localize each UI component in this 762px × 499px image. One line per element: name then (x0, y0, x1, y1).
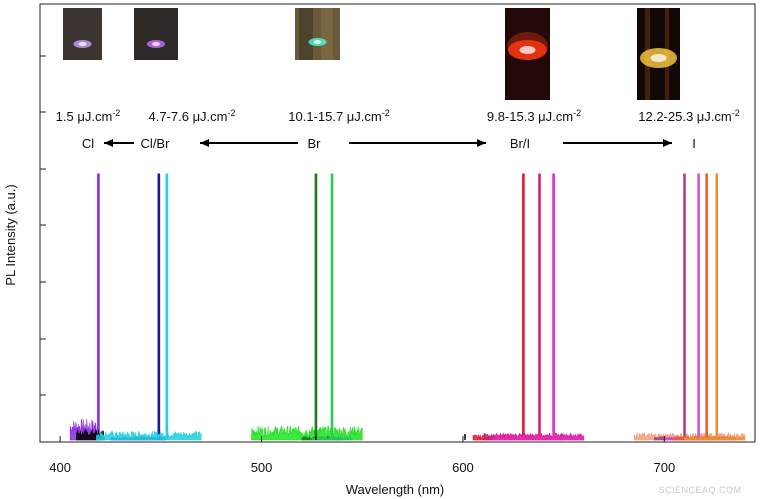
arrow (563, 139, 672, 147)
composition-label: Cl/Br (141, 136, 171, 151)
arrow (104, 139, 134, 147)
composition-label: Br (308, 136, 322, 151)
x-tick-label: 400 (49, 460, 71, 475)
plot-border (39, 3, 756, 443)
inset-image-3 (505, 8, 550, 100)
fluence-label: 9.8-15.3 μJ.cm-2 (487, 108, 581, 124)
composition-label: Br/I (510, 136, 530, 151)
series-4 (251, 424, 363, 441)
arrow-head (477, 139, 486, 147)
arrow-head (663, 139, 672, 147)
fluence-label: 1.5 μJ.cm-2 (56, 108, 121, 124)
noise-floor (251, 424, 363, 441)
noise-floor (492, 433, 585, 441)
x-axis-title: Wavelength (nm) (346, 482, 445, 497)
fluence-value: 12.2-25.3 μJ.cm (638, 109, 731, 124)
arrow (349, 139, 486, 147)
inset-background (63, 8, 102, 60)
fluence-exponent: -2 (732, 108, 740, 118)
fluence-exponent: -2 (228, 108, 236, 118)
noise-floor (96, 430, 202, 441)
x-tick-label: 600 (452, 460, 474, 475)
composition-label: Cl (82, 136, 94, 151)
fluence-exponent: -2 (382, 108, 390, 118)
fluence-exponent: -2 (573, 108, 581, 118)
plot-frame (39, 3, 756, 443)
fluence-value: 10.1-15.7 μJ.cm (288, 109, 381, 124)
arrow-head (104, 139, 113, 147)
series-3 (96, 173, 202, 441)
spectra-series (69, 173, 746, 441)
series-7 (472, 173, 564, 441)
composition-label: I (692, 136, 696, 151)
fluence-label: 4.7-7.6 μJ.cm-2 (148, 108, 235, 124)
axes: 400 500 600 700 (40, 55, 676, 475)
fluence-label: 10.1-15.7 μJ.cm-2 (288, 108, 390, 124)
watermark: SCIENCEAQ.COM (658, 485, 741, 495)
inset-background (134, 8, 178, 60)
inset-glow-core (650, 54, 667, 62)
series-0 (69, 173, 100, 441)
series-14 (684, 173, 746, 441)
x-tick-label: 700 (654, 460, 676, 475)
arrow-head (200, 139, 209, 147)
series-9 (492, 173, 585, 441)
fluence-value: 4.7-7.6 μJ.cm (148, 109, 227, 124)
arrow (200, 139, 298, 147)
series-5 (301, 173, 343, 441)
series-2 (110, 173, 166, 441)
fluence-value: 1.5 μJ.cm (56, 109, 113, 124)
inset-image-2 (295, 8, 340, 60)
series-8 (482, 173, 585, 441)
series-6 (311, 173, 353, 441)
inset-image-4 (637, 8, 680, 100)
inset-glow-core (519, 46, 536, 54)
inset-streak (321, 8, 333, 60)
inset-streak (299, 8, 313, 60)
fluence-exponent: -2 (112, 108, 120, 118)
inset-glow-core (152, 42, 160, 46)
y-axis-title: PL Intensity (a.u.) (3, 184, 18, 285)
inset-glow-core (78, 42, 87, 46)
fluence-value: 9.8-15.3 μJ.cm (487, 109, 573, 124)
x-tick-label: 500 (251, 460, 273, 475)
inset-glow-core (313, 40, 322, 44)
annotations: 1.5 μJ.cm-2 4.7-7.6 μJ.cm-2 10.1-15.7 μJ.c… (56, 108, 740, 151)
inset-image-0 (63, 8, 102, 60)
fluence-label: 12.2-25.3 μJ.cm-2 (638, 108, 740, 124)
inset-images (63, 8, 680, 100)
inset-image-1 (134, 8, 178, 60)
